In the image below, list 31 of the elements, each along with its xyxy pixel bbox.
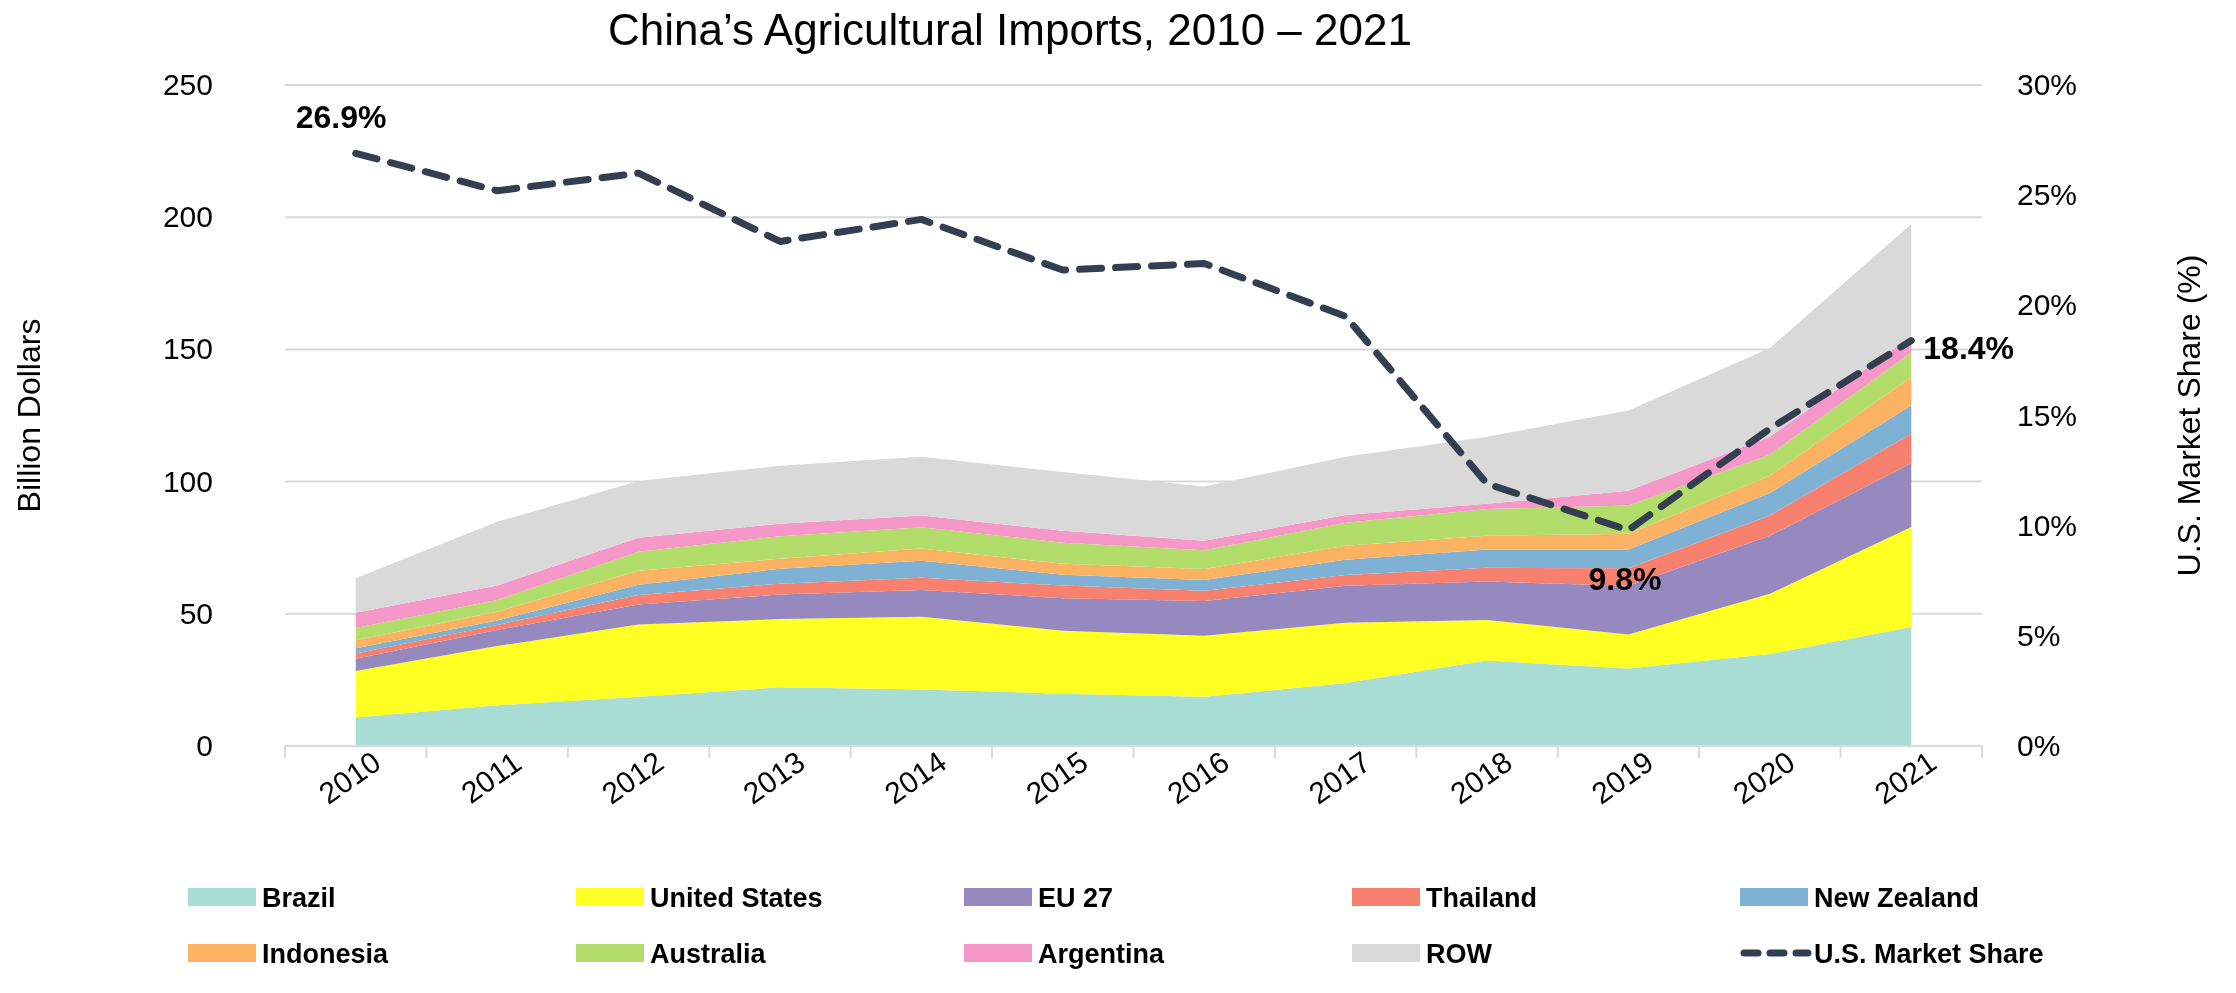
y2-axis-title: U.S. Market Share (%) [2171, 254, 2207, 577]
legend-label: Thailand [1426, 883, 1538, 913]
y-tick-label: 50 [179, 596, 213, 630]
legend-label: Australia [650, 939, 767, 969]
legend-label: United States [650, 883, 823, 913]
x-tick-label: 2021 [1868, 744, 1943, 811]
y2-tick-label: 30% [2017, 68, 2078, 101]
y2-tick-label: 25% [2017, 178, 2078, 212]
y-tick-label: 150 [162, 332, 213, 366]
legend-label: Argentina [1038, 939, 1165, 969]
legend-label: ROW [1426, 939, 1493, 969]
y-tick-label: 100 [162, 464, 213, 498]
y2-tick-label: 20% [2017, 288, 2078, 322]
y-tick-label: 200 [162, 200, 213, 234]
y-axis-title: Billion Dollars [11, 318, 47, 513]
y2-tick-label: 5% [2017, 618, 2061, 652]
data-label: 18.4% [1923, 329, 2015, 366]
y2-tick-label: 15% [2017, 398, 2078, 432]
data-label: 26.9% [295, 99, 387, 136]
y-tick-label: 0 [196, 729, 213, 762]
y2-tick-label: 0% [2017, 729, 2061, 762]
legend-label: New Zealand [1814, 883, 1980, 913]
legend-label: Indonesia [262, 939, 390, 969]
legend-label: U.S. Market Share [1814, 939, 2044, 969]
legend-label: Brazil [262, 883, 336, 913]
x-tick-label: 2011 [455, 745, 527, 810]
y2-tick-label: 10% [2017, 508, 2078, 542]
legend-label: EU 27 [1038, 883, 1114, 913]
y-tick-label: 250 [162, 68, 213, 101]
chart-title: China’s Agricultural Imports, 2010 – 2021 [608, 5, 1412, 54]
data-label: 9.8% [1588, 561, 1662, 598]
